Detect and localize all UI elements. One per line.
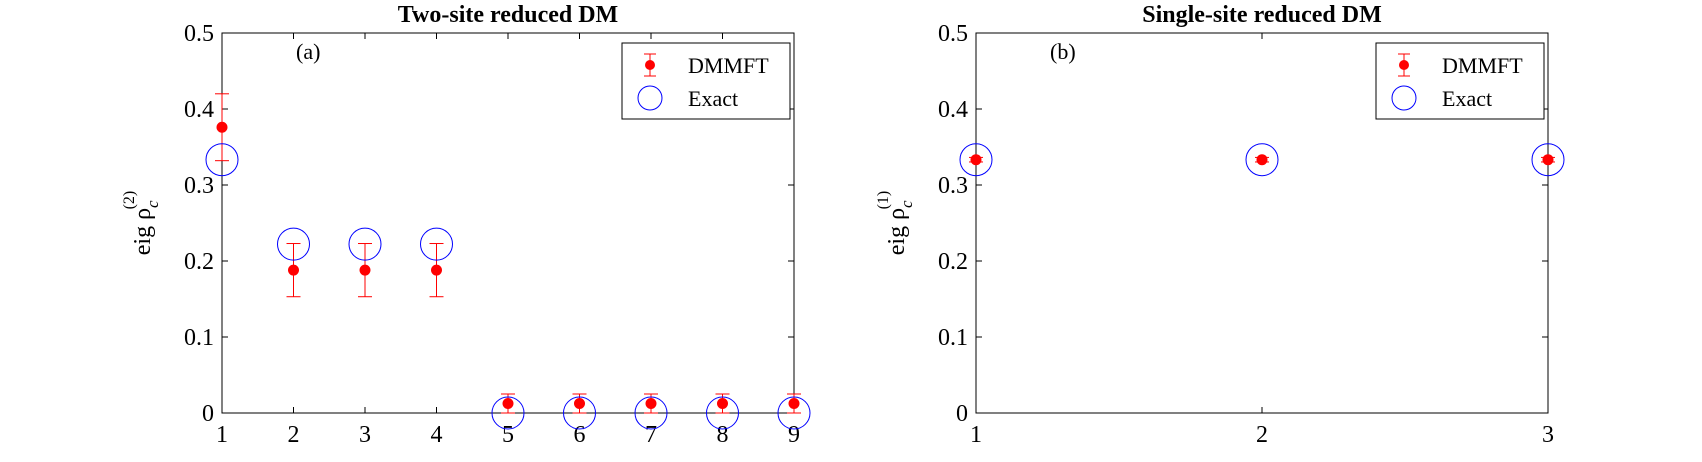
y-tick-label: 0 — [202, 401, 214, 427]
x-tick-label: 5 — [502, 422, 514, 448]
exact-point — [706, 396, 739, 430]
legend-dmmft-marker — [645, 60, 655, 70]
legend-dmmft-marker — [1399, 60, 1409, 70]
panel-single-site: 1 2 3 0 0.1 0.2 0.3 0.4 0.5 Single-site reduced D… — [875, 2, 1565, 448]
dmmft-point — [717, 398, 728, 409]
y-axis-label: eig ρc (2) — [121, 191, 162, 256]
exact-point — [634, 396, 668, 430]
x-tick-label: 9 — [788, 422, 800, 448]
legend-exact-marker — [637, 85, 663, 111]
exact-point — [205, 143, 239, 177]
dmmft-point — [574, 398, 585, 409]
dmmft-point — [502, 398, 514, 409]
legend: DMMFT Exact — [1375, 42, 1545, 120]
dmmft-point — [1542, 154, 1554, 166]
exact-point — [420, 227, 453, 261]
panel-tag: (b) — [1050, 39, 1076, 64]
y-tick-label: 0.3 — [184, 173, 214, 199]
legend-box — [621, 42, 791, 120]
panel-tag: (a) — [296, 39, 320, 64]
y-axis-label-main: eig ρ — [884, 208, 910, 255]
chart-title: Single-site reduced DM — [1142, 2, 1382, 28]
y-axis-label: eig ρc (1) — [875, 191, 916, 256]
y-tick-label: 0.1 — [938, 325, 968, 351]
x-tick-label: 3 — [1542, 422, 1554, 448]
dmmft-point — [970, 154, 982, 166]
x-tick-label: 1 — [970, 422, 982, 448]
exact-point — [491, 396, 525, 430]
legend-exact-marker — [1391, 85, 1417, 111]
x-tick-label: 6 — [574, 422, 586, 448]
dmmft-point — [788, 398, 800, 409]
dmmft-point — [359, 264, 371, 276]
dmmft-point — [431, 264, 442, 276]
exact-point — [277, 227, 310, 261]
exact-point — [1531, 143, 1565, 177]
y-axis-label-sub: c — [143, 200, 162, 208]
x-tick-label: 8 — [717, 422, 729, 448]
y-tick-label: 0.4 — [938, 97, 968, 123]
exact-point — [1245, 143, 1279, 177]
y-tick-label: 0.1 — [184, 325, 214, 351]
x-tick-label: 4 — [431, 422, 443, 448]
legend-label-exact: Exact — [688, 86, 738, 111]
exact-point — [563, 396, 596, 430]
dmmft-point — [1256, 154, 1268, 166]
y-axis-label-sub: c — [897, 200, 916, 208]
x-tick-label: 2 — [1256, 422, 1268, 448]
legend-label-dmmft: DMMFT — [688, 53, 769, 78]
legend-label-exact: Exact — [1442, 86, 1492, 111]
y-tick-label: 0.5 — [938, 21, 968, 47]
dmmft-point — [645, 398, 657, 409]
panel-two-site: 1 2 3 4 5 6 7 8 9 0 0.1 0.2 0.3 0.4 0.5 Two-site reduce… — [121, 2, 811, 448]
dmmft-point — [216, 121, 228, 133]
x-tick-label: 1 — [216, 422, 228, 448]
dmmft-point — [288, 264, 299, 276]
x-tick-label: 2 — [288, 422, 300, 448]
chart-title: Two-site reduced DM — [398, 2, 618, 28]
x-tick-label: 7 — [645, 422, 657, 448]
y-tick-label: 0.5 — [184, 21, 214, 47]
exact-point — [777, 396, 811, 430]
y-axis-label-sup: (2) — [121, 191, 138, 210]
y-tick-label: 0.4 — [184, 97, 214, 123]
x-tick-label: 3 — [359, 422, 371, 448]
exact-point — [348, 227, 382, 261]
legend: DMMFT Exact — [621, 42, 791, 120]
exact-point — [959, 143, 993, 177]
y-tick-label: 0 — [956, 401, 968, 427]
y-tick-label: 0.2 — [938, 249, 968, 275]
y-tick-label: 0.2 — [184, 249, 214, 275]
y-axis-label-sup: (1) — [875, 191, 892, 210]
legend-label-dmmft: DMMFT — [1442, 53, 1523, 78]
y-tick-label: 0.3 — [938, 173, 968, 199]
y-axis-label-main: eig ρ — [130, 208, 156, 255]
